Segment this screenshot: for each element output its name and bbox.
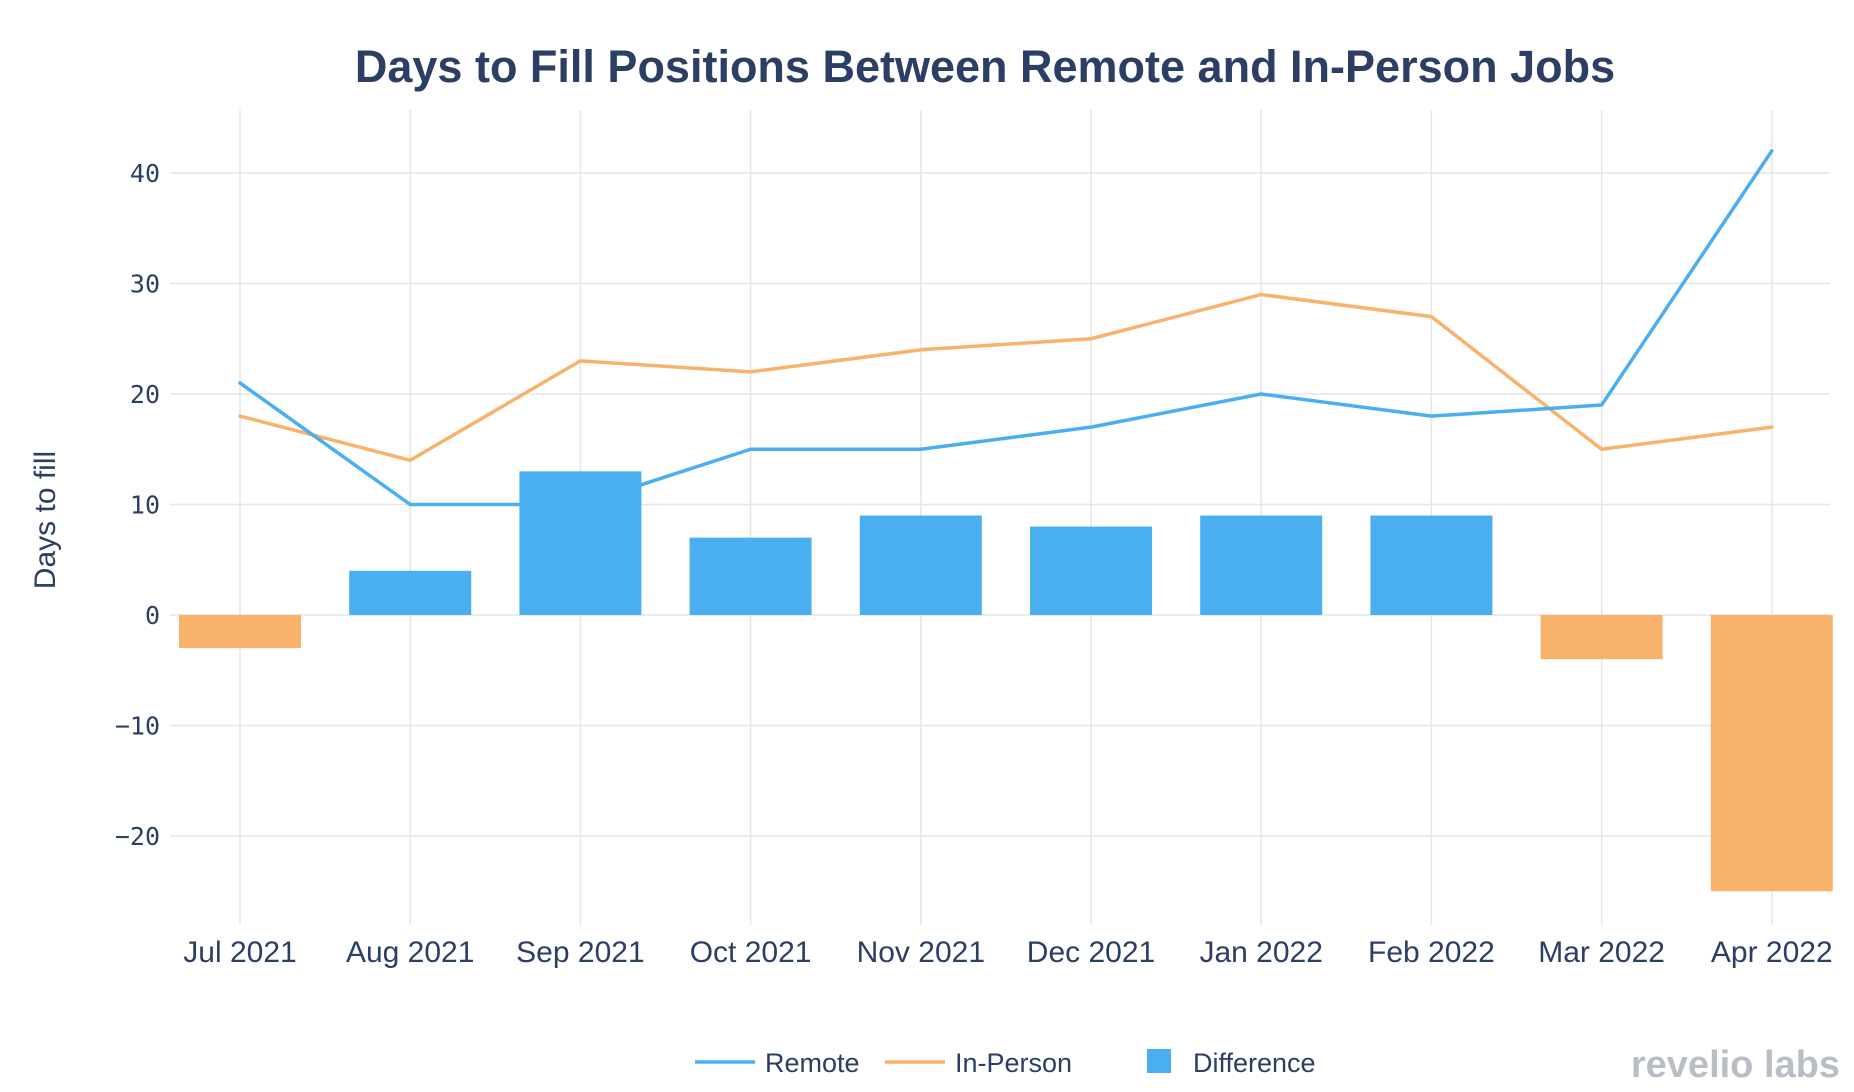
y-tick-label: −10 [115, 712, 160, 741]
y-axis-title: Days to fill [29, 451, 62, 589]
y-axis-ticks: 40 30 20 10 0 −10 −20 [115, 159, 160, 851]
x-tick-label: Mar 2022 [1538, 936, 1665, 969]
x-tick-label: Jan 2022 [1199, 936, 1322, 969]
y-tick-label: 20 [130, 380, 160, 409]
y-tick-label: −20 [115, 822, 160, 851]
x-tick-label: Sep 2021 [516, 936, 644, 969]
difference-bar [519, 471, 642, 615]
y-tick-label: 0 [145, 601, 160, 630]
x-tick-label: Jul 2021 [183, 936, 296, 969]
difference-bar [349, 570, 472, 615]
y-tick-label: 30 [130, 270, 160, 299]
in-person-line [238, 292, 1774, 463]
legend: Remote In-Person Difference [695, 1048, 1316, 1078]
difference-bar [179, 615, 301, 649]
series-lines [238, 149, 1774, 507]
difference-bars [179, 471, 1833, 892]
brand-logo: revelio labs [1631, 1044, 1840, 1086]
legend-label-in-person: In-Person [955, 1048, 1072, 1078]
y-tick-label: 10 [130, 491, 160, 520]
difference-bar [1540, 615, 1663, 660]
x-tick-label: Apr 2022 [1711, 936, 1833, 969]
difference-bar [689, 537, 812, 615]
grid [170, 110, 1830, 925]
legend-label-remote: Remote [765, 1048, 860, 1078]
x-tick-label: Feb 2022 [1368, 936, 1495, 969]
x-tick-label: Dec 2021 [1027, 936, 1155, 969]
difference-bar [1200, 515, 1323, 615]
difference-bar [859, 515, 982, 615]
difference-bar [1370, 515, 1493, 615]
legend-swatch-difference [1147, 1049, 1171, 1073]
x-axis-ticks: Jul 2021 Aug 2021 Sep 2021 Oct 2021 Nov 2021… [183, 936, 1832, 969]
chart-title: Days to Fill Positions Between Remote an… [355, 41, 1615, 92]
x-tick-label: Nov 2021 [857, 936, 985, 969]
x-tick-label: Aug 2021 [346, 936, 474, 969]
x-tick-label: Oct 2021 [690, 936, 812, 969]
difference-bar [1030, 526, 1152, 615]
remote-line [238, 149, 1774, 507]
difference-bar [1710, 615, 1833, 892]
y-tick-label: 40 [130, 159, 160, 188]
legend-label-difference: Difference [1193, 1048, 1316, 1078]
